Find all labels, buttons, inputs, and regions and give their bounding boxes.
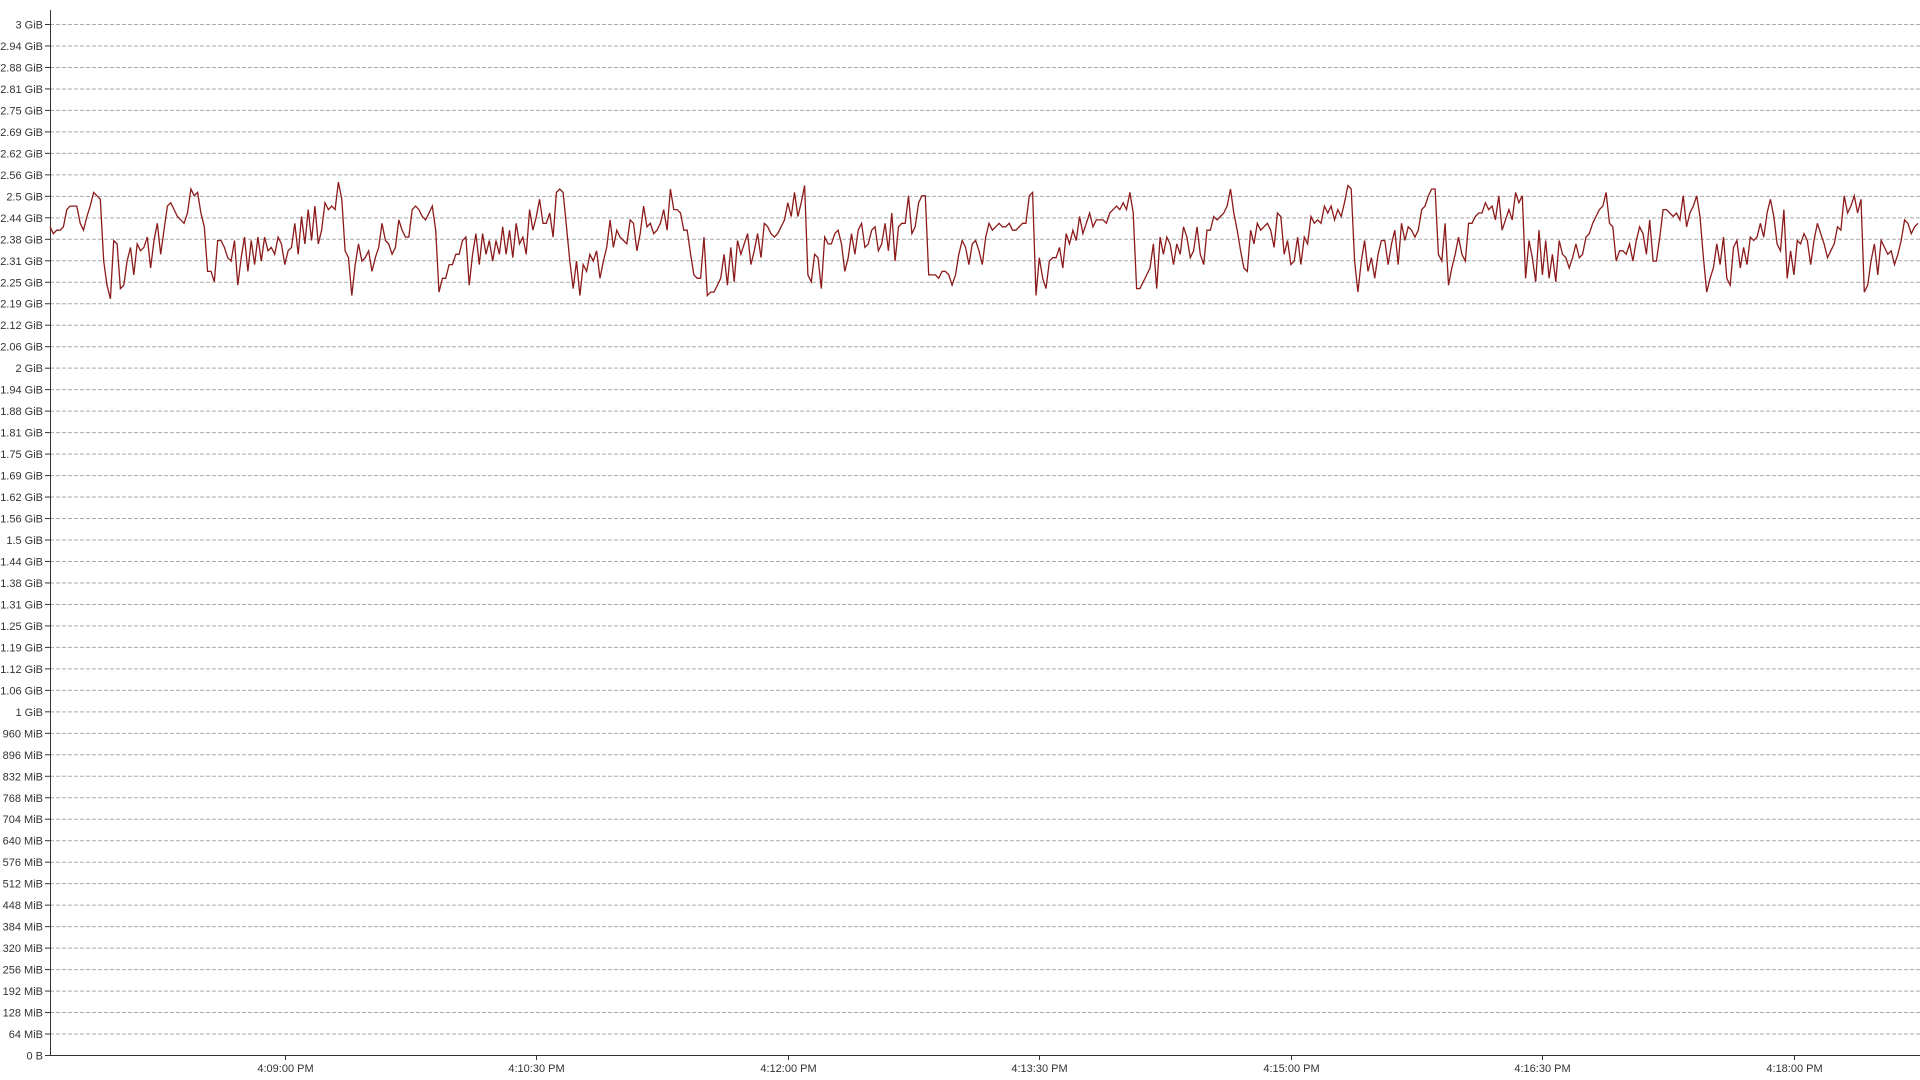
- x-tick-label: 4:09:00 PM: [257, 1063, 313, 1075]
- y-tick-label: 1 GiB: [15, 707, 43, 719]
- y-tick-label: 2.88 GiB: [0, 62, 43, 74]
- y-axis: 0 B 64 MiB 128 MiB 192 MiB 256 MiB 320 MiB 384…: [0, 10, 51, 1063]
- y-tick-label: 1.12 GiB: [0, 664, 43, 676]
- x-axis: 4:09:00 PM 4:10:30 PM 4:12:00 PM 4:13:30 PM…: [50, 1055, 1920, 1075]
- y-tick-label: 2.06 GiB: [0, 342, 43, 354]
- y-tick-label: 2.75 GiB: [0, 105, 43, 117]
- y-tick-label: 2 GiB: [15, 363, 43, 375]
- y-tick-label: 1.56 GiB: [0, 514, 43, 526]
- y-tick-label: 1.62 GiB: [0, 492, 43, 504]
- y-tick-label: 640 MiB: [3, 836, 43, 848]
- y-tick-label: 3 GiB: [15, 20, 43, 32]
- y-tick-label: 0 B: [26, 1051, 43, 1063]
- y-tick-label: 2.94 GiB: [0, 41, 43, 53]
- y-tick-label: 2.69 GiB: [0, 127, 43, 139]
- y-tick-label: 1.38 GiB: [0, 578, 43, 590]
- y-tick-label: 1.44 GiB: [0, 556, 43, 568]
- x-tick-label: 4:13:30 PM: [1011, 1063, 1067, 1075]
- y-tick-label: 2.81 GiB: [0, 84, 43, 96]
- y-tick-label: 1.19 GiB: [0, 642, 43, 654]
- y-tick-label: 1.94 GiB: [0, 385, 43, 397]
- series-layer: [49, 181, 1919, 300]
- y-tick-label: 64 MiB: [9, 1029, 43, 1041]
- grid-lines: [50, 24, 1920, 1035]
- y-tick-label: 2.25 GiB: [0, 277, 43, 289]
- x-tick-label: 4:18:00 PM: [1766, 1063, 1822, 1075]
- y-tick-label: 128 MiB: [3, 1008, 43, 1020]
- y-tick-label: 192 MiB: [3, 986, 43, 998]
- y-tick-label: 1.31 GiB: [0, 599, 43, 611]
- y-tick-label: 2.44 GiB: [0, 213, 43, 225]
- x-tick-label: 4:16:30 PM: [1514, 1063, 1570, 1075]
- y-tick-label: 1.75 GiB: [0, 449, 43, 461]
- x-tick-label: 4:12:00 PM: [760, 1063, 816, 1075]
- y-tick-label: 2.31 GiB: [0, 256, 43, 268]
- y-tick-label: 2.19 GiB: [0, 299, 43, 311]
- x-tick-label: 4:10:30 PM: [508, 1063, 564, 1075]
- y-tick-label: 512 MiB: [3, 879, 43, 891]
- y-tick-label: 1.88 GiB: [0, 406, 43, 418]
- y-tick-label: 704 MiB: [3, 814, 43, 826]
- y-tick-label: 448 MiB: [3, 900, 43, 912]
- y-tick-label: 2.62 GiB: [0, 148, 43, 160]
- y-tick-label: 1.81 GiB: [0, 428, 43, 440]
- y-tick-label: 384 MiB: [3, 922, 43, 934]
- memory-series-line: [49, 181, 1919, 300]
- y-tick-label: 1.5 GiB: [6, 535, 43, 547]
- y-tick-label: 2.38 GiB: [0, 234, 43, 246]
- y-tick-label: 1.25 GiB: [0, 621, 43, 633]
- y-tick-label: 896 MiB: [3, 750, 43, 762]
- y-tick-label: 960 MiB: [3, 728, 43, 740]
- y-tick-label: 2.5 GiB: [6, 191, 43, 203]
- y-tick-label: 256 MiB: [3, 965, 43, 977]
- x-tick-label: 4:15:00 PM: [1263, 1063, 1319, 1075]
- y-tick-label: 2.12 GiB: [0, 320, 43, 332]
- y-tick-label: 320 MiB: [3, 943, 43, 955]
- y-tick-label: 832 MiB: [3, 771, 43, 783]
- y-tick-label: 768 MiB: [3, 793, 43, 805]
- y-tick-label: 1.69 GiB: [0, 471, 43, 483]
- y-tick-label: 576 MiB: [3, 857, 43, 869]
- y-tick-label: 2.56 GiB: [0, 170, 43, 182]
- y-tick-label: 1.06 GiB: [0, 685, 43, 697]
